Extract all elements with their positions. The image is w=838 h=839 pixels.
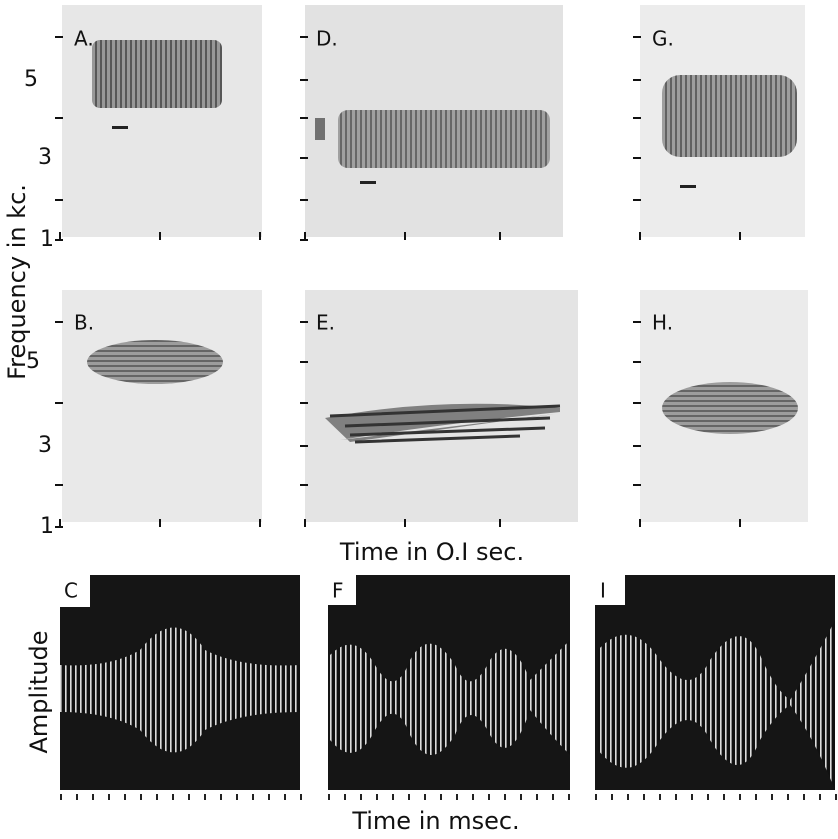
axis-title: Time in msec. <box>351 807 519 835</box>
panel-label: G. <box>652 27 674 51</box>
axis-ticks <box>55 36 741 528</box>
tick-label: 3 <box>38 145 52 170</box>
tick-label: 5 <box>24 67 38 92</box>
tick-label: 3 <box>38 433 52 458</box>
spectrogram-panels <box>62 5 808 522</box>
oscillograms <box>60 575 837 800</box>
axis-title: Frequency in kc. <box>3 184 31 380</box>
tick-label: 5 <box>26 349 40 374</box>
panel-label: E. <box>316 311 335 335</box>
panel-label: A. <box>74 27 94 51</box>
panel-label: D. <box>316 27 338 51</box>
tick-label: 1 <box>40 514 54 539</box>
panel-label: H. <box>652 311 673 335</box>
panel-label: F <box>332 579 344 603</box>
panel-label: I <box>600 579 606 603</box>
tick-label: 1 <box>40 227 54 252</box>
panel-label: C <box>64 579 78 603</box>
panel-label: B. <box>74 311 94 335</box>
axis-title: Amplitude <box>25 631 53 754</box>
axis-title: Time in O.I sec. <box>339 538 524 566</box>
